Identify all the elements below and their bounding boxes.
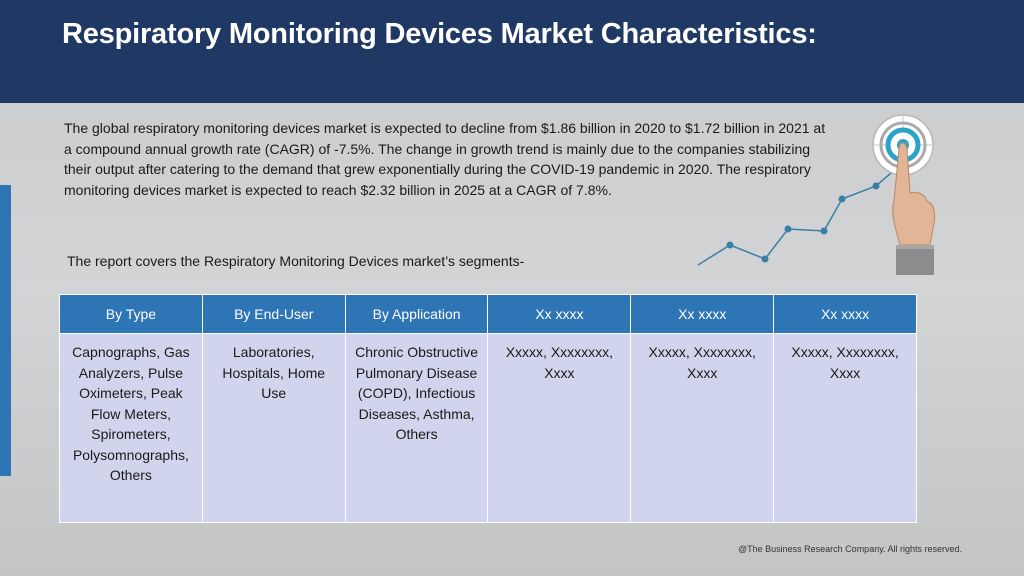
page-title: Respiratory Monitoring Devices Market Ch… bbox=[62, 18, 817, 50]
table-header: By End-User bbox=[201, 294, 346, 334]
table-header: By Application bbox=[344, 294, 489, 334]
table-cell: Xxxxx, Xxxxxxxx, Xxxx bbox=[630, 333, 775, 523]
table-cell: Chronic Obstructive Pulmonary Disease (C… bbox=[344, 333, 489, 523]
intro-paragraph: The global respiratory monitoring device… bbox=[64, 120, 826, 198]
table-cell: Capnographs, Gas Analyzers, Pulse Oximet… bbox=[59, 333, 203, 523]
segments-table: By Type By End-User By Application Xx xx… bbox=[59, 294, 917, 523]
accent-side-bar bbox=[0, 185, 11, 476]
table-header: Xx xxxx bbox=[487, 294, 632, 334]
table-header-row: By Type By End-User By Application Xx xx… bbox=[59, 294, 917, 334]
table-cell: Laboratories, Hospitals, Home Use bbox=[201, 333, 346, 523]
table-row: Capnographs, Gas Analyzers, Pulse Oximet… bbox=[59, 333, 917, 523]
table-header: By Type bbox=[59, 294, 203, 334]
trend-line-icon bbox=[697, 166, 899, 266]
copyright-footer: @The Business Research Company. All righ… bbox=[738, 544, 963, 554]
table-header: Xx xxxx bbox=[630, 294, 775, 334]
segments-intro: The report covers the Respiratory Monito… bbox=[67, 253, 525, 269]
table-header: Xx xxxx bbox=[773, 294, 917, 334]
header-banner: Respiratory Monitoring Devices Market Ch… bbox=[0, 0, 1024, 103]
trend-line-graphic bbox=[697, 114, 935, 275]
table-cell: Xxxxx, Xxxxxxxx, Xxxx bbox=[487, 333, 632, 523]
table-cell: Xxxxx, Xxxxxxxx, Xxxx bbox=[773, 333, 917, 523]
pointing-hand-icon bbox=[892, 142, 935, 275]
